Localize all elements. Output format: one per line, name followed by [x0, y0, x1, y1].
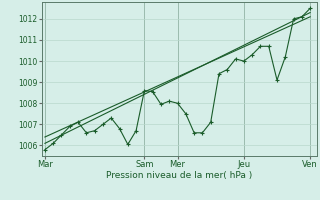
X-axis label: Pression niveau de la mer( hPa ): Pression niveau de la mer( hPa ) [106, 171, 252, 180]
